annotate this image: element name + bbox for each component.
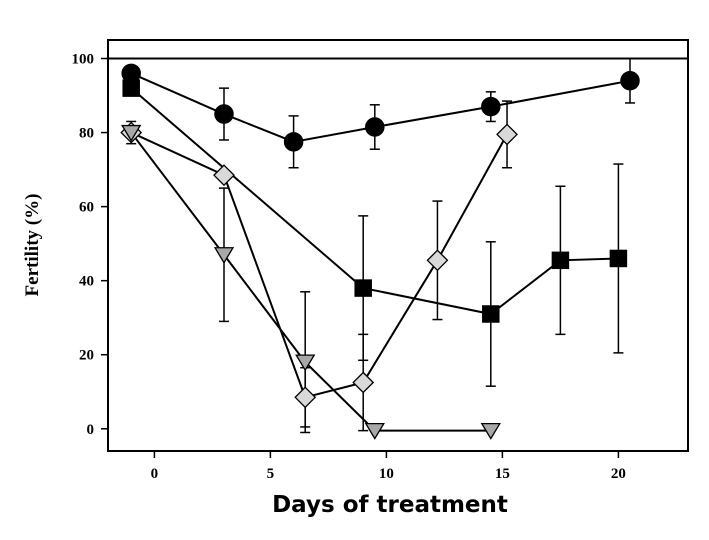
- y-axis-label: Fertility (%): [22, 194, 43, 297]
- series-2-point: [482, 305, 500, 323]
- series-1-point: [283, 132, 304, 152]
- series-1-point: [620, 70, 640, 91]
- series-4-point: [213, 247, 235, 265]
- x-axis-label: Days of treatment: [272, 492, 508, 518]
- series-1-line: [130, 72, 631, 143]
- series-1-point: [481, 96, 501, 117]
- series-2-point: [122, 79, 140, 97]
- series-3-line: [130, 131, 508, 399]
- x-tick-label: 5: [267, 466, 275, 482]
- y-tick-label: 60: [79, 200, 94, 216]
- series-1-point: [365, 117, 385, 137]
- series-4-point: [295, 354, 316, 372]
- y-tick-label: 0: [87, 422, 95, 438]
- series-4-point: [480, 422, 501, 440]
- series-markers: [120, 63, 640, 440]
- x-tick-label: 20: [611, 466, 626, 482]
- x-tick-label: 15: [495, 466, 510, 482]
- series-3-point: [496, 123, 518, 146]
- series-3-point: [426, 249, 449, 272]
- series-2-point: [551, 251, 570, 270]
- x-tick-label: 0: [151, 466, 159, 482]
- y-axis-ticks: 0 20 40 60 80 100: [72, 52, 108, 438]
- series-2-point: [354, 279, 372, 297]
- series-3-point: [352, 371, 375, 394]
- y-tick-label: 40: [79, 274, 94, 290]
- plot-frame: [107, 39, 689, 452]
- series-1-point: [214, 104, 234, 124]
- x-axis-ticks: 0 5 10 15 20: [151, 451, 626, 482]
- series-4-point: [364, 422, 385, 440]
- y-tick-label: 20: [79, 348, 94, 364]
- x-tick-label: 10: [379, 466, 394, 482]
- y-tick-label: 100: [72, 52, 95, 68]
- series-3-point: [213, 164, 235, 187]
- series-2-point: [609, 249, 628, 268]
- series-3-point: [294, 386, 317, 409]
- error-bars: [126, 57, 635, 434]
- y-tick-label: 80: [79, 126, 94, 142]
- series-layer: [120, 57, 640, 440]
- series-4-point: [121, 124, 142, 142]
